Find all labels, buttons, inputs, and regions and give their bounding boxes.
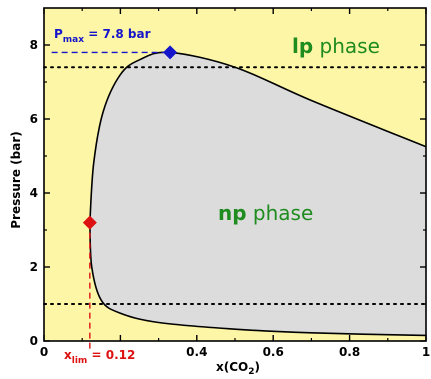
x-tick-label-3: 0.6: [263, 345, 284, 359]
pmax-annotation: Pmax = 7.8 bar: [54, 27, 151, 45]
xlim-annotation-sub: lim: [72, 356, 88, 366]
np-phase-label-rest: phase: [247, 201, 314, 225]
xlim-annotation-value: = 0.12: [87, 348, 135, 362]
x-tick-label-0: 0: [40, 345, 48, 359]
x-tick-label-5: 1: [422, 345, 430, 359]
np-phase-label: np phase: [218, 201, 313, 225]
lp-phase-label-bold: lp: [292, 34, 313, 58]
x-axis-title: x(CO2): [216, 360, 260, 377]
boundary-lower-branch: [89, 222, 427, 337]
x-axis-title-close: ): [255, 360, 260, 374]
pmax-annotation-sub: max: [63, 35, 84, 45]
x-axis-title-main: x(CO: [216, 360, 248, 374]
boundary-upper-branch: [89, 51, 427, 223]
lp-phase-label-rest: phase: [313, 34, 380, 58]
plot-area: 0 0.4 0.6 0.8 1 0 2 4 6 8: [30, 7, 430, 359]
y-tick-label-4: 8: [30, 38, 38, 52]
x-tick-label-2: 0.4: [186, 345, 207, 359]
y-tick-label-0: 0: [30, 334, 38, 348]
y-tick-label-3: 6: [30, 112, 38, 126]
xlim-marker: [82, 215, 97, 230]
lp-phase-label: lp phase: [292, 34, 380, 58]
x-tick-label-4: 0.8: [339, 345, 360, 359]
y-tick-label-2: 4: [30, 186, 38, 200]
pmax-annotation-value: = 7.8 bar: [84, 27, 151, 41]
y-axis-title: Pressure (bar): [9, 131, 23, 229]
pmax-annotation-main: P: [54, 27, 63, 41]
pmax-marker: [163, 45, 178, 60]
np-phase-region: [89, 52, 426, 336]
np-phase-label-bold: np: [218, 201, 247, 225]
xlim-annotation: xlim = 0.12: [64, 348, 135, 366]
xlim-annotation-main: x: [64, 348, 72, 362]
y-tick-label-1: 2: [30, 260, 38, 274]
x-axis-title-sub: 2: [248, 367, 254, 377]
